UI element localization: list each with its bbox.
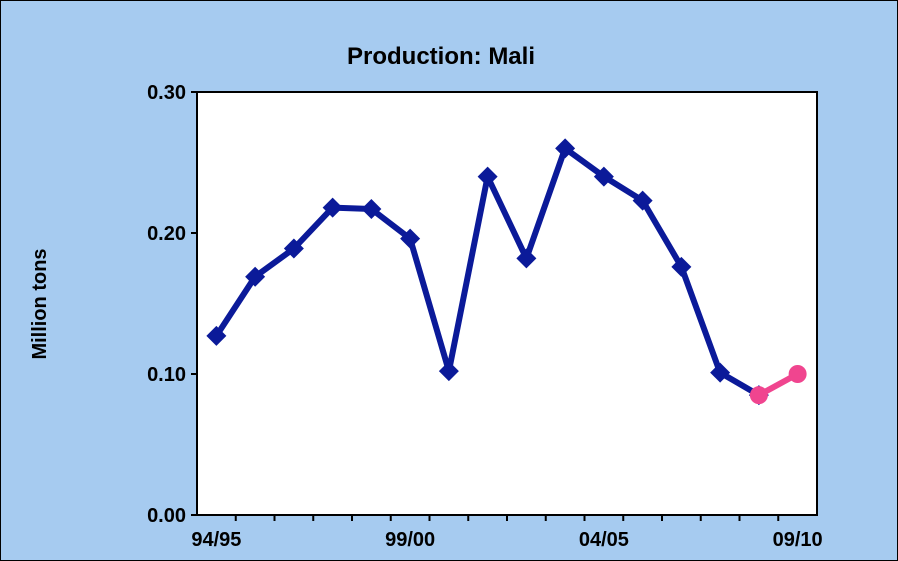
data-point bbox=[283, 238, 304, 259]
data-point bbox=[632, 190, 653, 211]
data-point bbox=[671, 256, 692, 277]
y-tick-label: 0.10 bbox=[147, 364, 186, 386]
x-tick-label: 04/05 bbox=[579, 529, 629, 551]
data-point bbox=[361, 199, 382, 220]
chart-title: Production: Mali bbox=[347, 43, 535, 70]
x-tick-label: 09/10 bbox=[773, 529, 823, 551]
y-tick-label: 0.30 bbox=[147, 82, 186, 104]
data-point bbox=[245, 266, 266, 287]
data-point bbox=[516, 248, 537, 269]
x-tick-label: 94/95 bbox=[191, 529, 241, 551]
data-point bbox=[400, 228, 421, 249]
data-point bbox=[206, 325, 227, 346]
data-point bbox=[555, 138, 576, 159]
data-point bbox=[749, 386, 768, 405]
y-tick-label: 0.20 bbox=[147, 223, 186, 245]
y-tick-label: 0.00 bbox=[147, 505, 186, 527]
x-axis-ticks: 94/95 99/00 04/05 09/10 bbox=[191, 515, 823, 551]
plot-area bbox=[196, 91, 818, 516]
series-layer bbox=[206, 138, 807, 406]
data-point bbox=[322, 197, 343, 218]
data-point bbox=[710, 362, 731, 383]
data-point bbox=[438, 361, 459, 382]
y-axis-ticks: 0.00 0.10 0.20 0.30 bbox=[147, 82, 197, 527]
y-axis-label: Million tons bbox=[29, 248, 51, 359]
data-point bbox=[788, 365, 807, 383]
data-point bbox=[593, 166, 614, 187]
data-point bbox=[477, 166, 498, 187]
x-tick-label: 99/00 bbox=[385, 529, 435, 551]
